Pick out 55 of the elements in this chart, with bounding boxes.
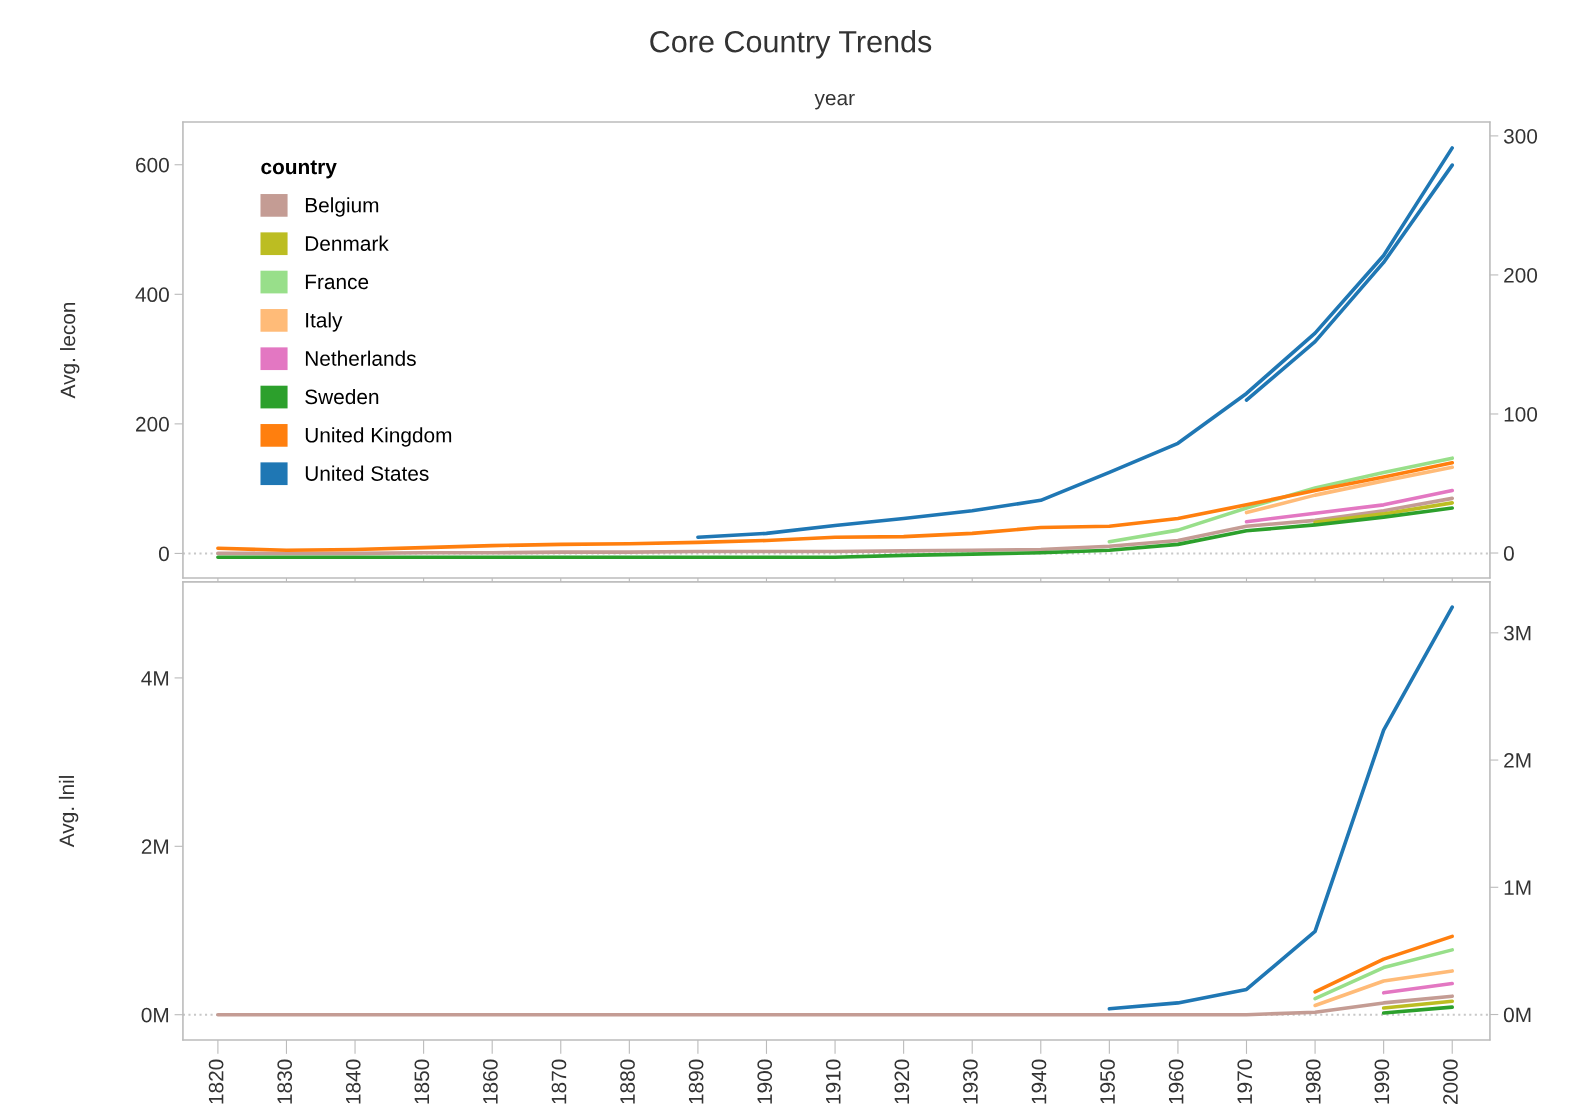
- legend-label: United States: [305, 465, 429, 481]
- y2-tick-label: 3M: [1503, 625, 1531, 641]
- y-tick-label: 600: [136, 157, 169, 173]
- x-tick-label: 1940: [1031, 1059, 1047, 1104]
- x-tick-label: 1880: [620, 1059, 635, 1104]
- line-series: [696, 146, 1455, 540]
- y-tick-label: 2M: [141, 839, 169, 854]
- x-tick-label: 1950: [1100, 1059, 1115, 1104]
- y2-tick-label: 1M: [1504, 880, 1531, 895]
- line-series: [216, 496, 1455, 556]
- y-tick-label: 200: [136, 416, 169, 432]
- legend-label: Netherlands: [305, 350, 416, 366]
- x-tick-label: 1890: [688, 1059, 704, 1104]
- legend-title: country: [261, 160, 337, 179]
- x-tick-label: 1820: [208, 1059, 224, 1104]
- legend-label: Sweden: [305, 388, 379, 405]
- y2-tick-label: 0: [1503, 546, 1514, 561]
- chart-title: Core Country Trends: [650, 30, 932, 59]
- x-tick-label: 1980: [1305, 1059, 1321, 1104]
- legend-label: United Kingdom: [305, 427, 452, 447]
- x-tick-label: 1910: [825, 1059, 841, 1104]
- y-tick-label: 400: [135, 287, 169, 303]
- line-series: [1107, 605, 1455, 1011]
- line-series: [216, 994, 1455, 1017]
- y2-tick-label: 100: [1504, 406, 1538, 422]
- x-tick-label: 1860: [483, 1059, 498, 1104]
- line-series: [216, 506, 1455, 560]
- x-tick-label: 1970: [1237, 1059, 1253, 1104]
- x-tick-label: 1990: [1374, 1059, 1390, 1104]
- x-tick-label: 1830: [277, 1059, 293, 1104]
- line-series: [216, 460, 1455, 552]
- y2-tick-label: 200: [1504, 267, 1538, 283]
- x-tick-label: 1850: [414, 1059, 430, 1104]
- legend-label: France: [305, 274, 369, 290]
- y2-tick-label: 300: [1503, 128, 1538, 144]
- x-tick-label: 1840: [345, 1059, 361, 1104]
- x-axis-title: year: [814, 93, 855, 110]
- x-tick-label: 1870: [551, 1059, 567, 1104]
- x-tick-label: 1960: [1168, 1059, 1184, 1104]
- y-tick-label: 0M: [141, 1007, 169, 1023]
- x-tick-label: 1900: [757, 1059, 773, 1104]
- line-series: [1244, 488, 1455, 524]
- x-tick-label: 1930: [963, 1059, 978, 1104]
- y-axis-title: Avg. lnil: [58, 776, 79, 848]
- legend-label: Denmark: [305, 235, 389, 251]
- x-tick-label: 2000: [1443, 1059, 1458, 1105]
- y2-tick-label: 2M: [1504, 753, 1531, 768]
- y-tick-label: 4M: [141, 671, 169, 686]
- legend-label: Belgium: [305, 197, 379, 217]
- y-tick-label: 0: [158, 546, 169, 562]
- y2-tick-label: 0M: [1503, 1007, 1531, 1023]
- line-series: [1244, 465, 1455, 515]
- legend-label: Italy: [306, 312, 343, 332]
- y-axis-title: Avg. lecon: [60, 302, 80, 399]
- x-tick-label: 1920: [894, 1059, 910, 1104]
